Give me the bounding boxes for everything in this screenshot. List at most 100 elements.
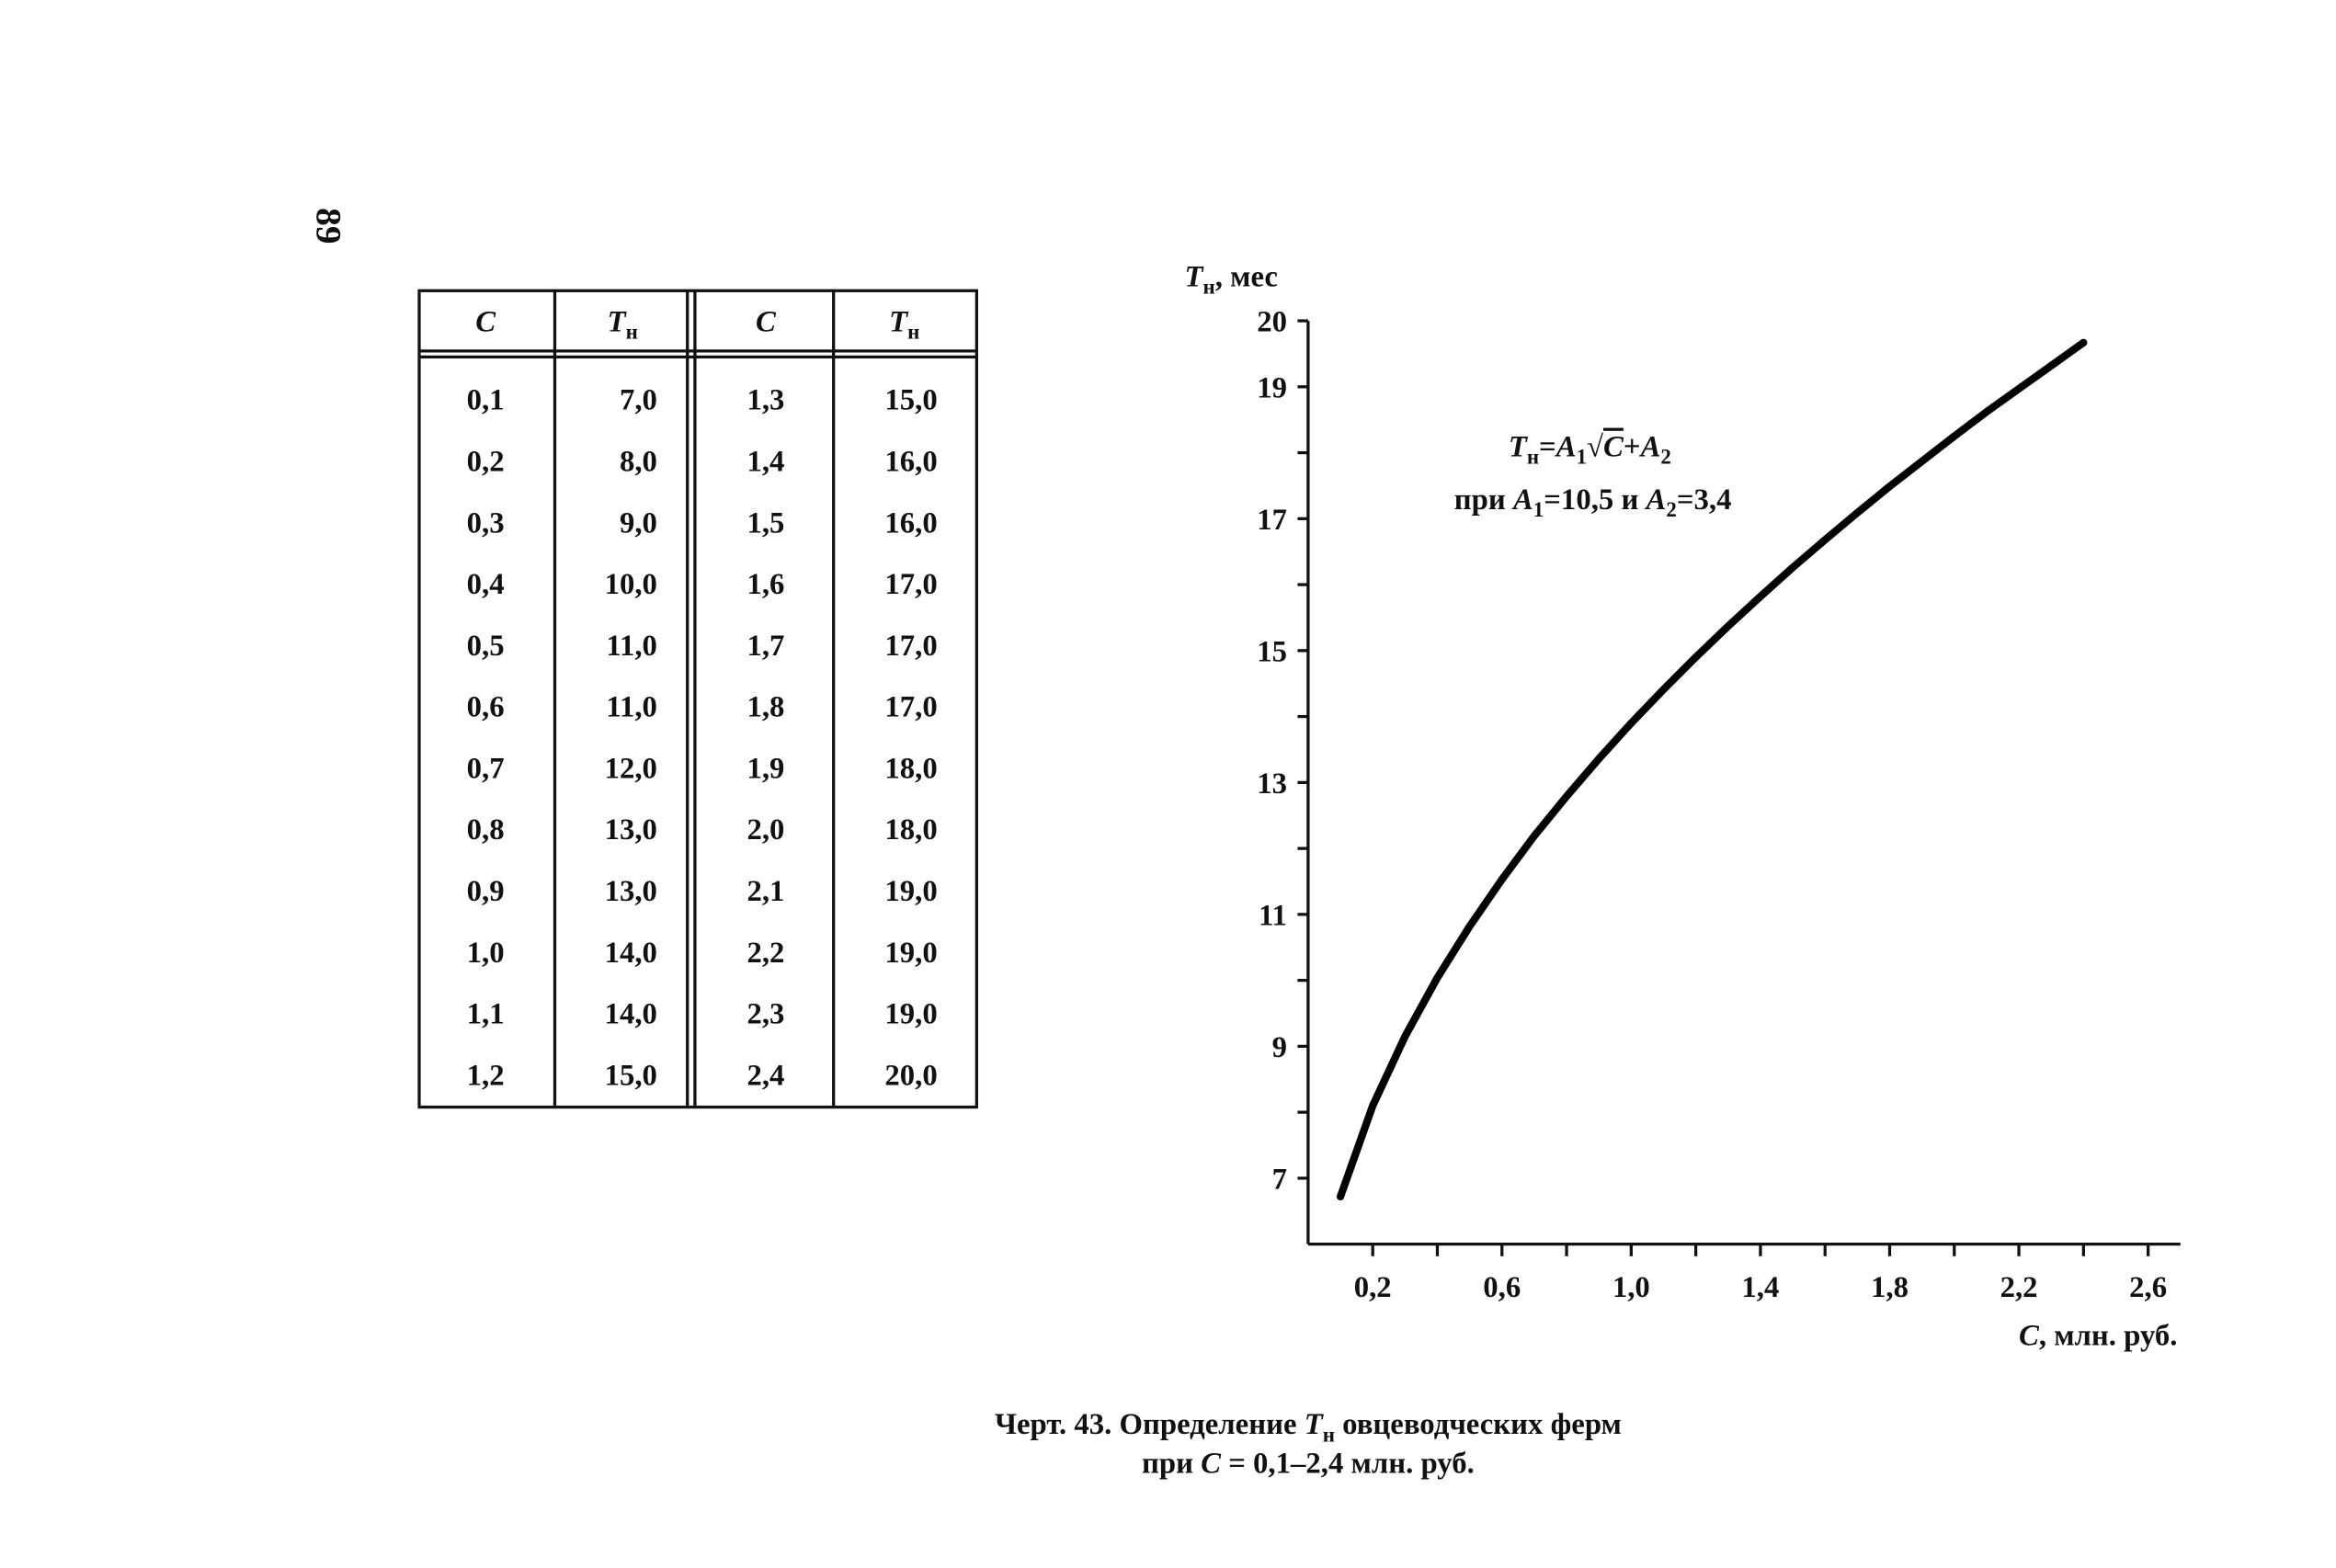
table-cell: 2,1	[746, 875, 784, 908]
formula-note: при A1=10,5 и A2=3,4	[1454, 483, 1732, 521]
table-cell: 1,7	[746, 630, 784, 663]
text-segment: A	[1645, 483, 1667, 517]
x-tick-label: 1,0	[1612, 1271, 1650, 1304]
text-segment: C	[756, 306, 777, 339]
text-segment: =	[1539, 431, 1556, 464]
table-cell: 19,0	[884, 937, 937, 970]
table-cell: 11,0	[606, 630, 657, 663]
text-segment: T	[1509, 431, 1529, 464]
table-header-cell: Tн	[889, 306, 919, 344]
table-cell: 16,0	[884, 446, 937, 479]
text-segment: н	[1527, 446, 1539, 469]
text-segment: 2	[1666, 498, 1676, 521]
text-segment: √	[1587, 431, 1603, 464]
text-segment: T	[889, 306, 909, 339]
table-cell: 19,0	[884, 998, 937, 1031]
text-segment: =3,4	[1677, 483, 1732, 517]
table-cell: 15,0	[884, 384, 937, 417]
table-cell: 0,7	[467, 752, 505, 785]
x-tick-label: 2,2	[2000, 1271, 2038, 1304]
table-cell: 7,0	[620, 384, 657, 417]
table-cell: 1,8	[746, 691, 784, 724]
x-tick-label: 1,4	[1741, 1271, 1779, 1304]
text-segment: овцеводческих ферм	[1335, 1408, 1622, 1441]
table-cell: 1,9	[746, 752, 784, 785]
y-tick-label: 20	[1257, 306, 1287, 339]
text-segment: н	[626, 321, 638, 344]
table-cell: 17,0	[884, 630, 937, 663]
table-cell: 0,2	[467, 446, 505, 479]
table-cell: 8,0	[620, 446, 657, 479]
table-cell: 13,0	[605, 813, 657, 846]
table-cell: 0,1	[467, 384, 505, 417]
text-segment: Черт. 43. Определение	[995, 1408, 1305, 1441]
table-cell: 0,5	[467, 630, 505, 663]
table-cell: 15,0	[605, 1059, 657, 1092]
text-segment: T	[1185, 260, 1205, 293]
table-cell: 11,0	[606, 691, 657, 724]
caption: Черт. 43. Определение Tн овцеводческих ф…	[995, 1408, 1622, 1446]
text-segment: C	[2019, 1319, 2040, 1352]
text-segment: , мес	[1215, 260, 1278, 293]
text-segment: , млн. руб.	[2039, 1319, 2178, 1352]
text-segment: T	[608, 306, 628, 339]
table-cell: 2,4	[746, 1059, 784, 1092]
table-header-cell: Tн	[608, 306, 638, 344]
text-segment: при	[1142, 1448, 1201, 1481]
formula: Tн=A1√C+A2	[1509, 431, 1671, 469]
table-cell: 2,2	[746, 937, 784, 970]
table-cell: 1,6	[746, 568, 784, 601]
text-segment: 1	[1533, 498, 1544, 521]
x-tick-label: 1,8	[1871, 1271, 1909, 1304]
table-border	[417, 289, 979, 1109]
y-tick-label: 19	[1257, 371, 1287, 404]
curve	[1336, 338, 2088, 1201]
table-cell: 10,0	[605, 568, 657, 601]
table-cell: 0,9	[467, 875, 505, 908]
table-cell: 1,1	[467, 998, 505, 1031]
x-tick-label: 0,6	[1483, 1271, 1521, 1304]
text-segment: 1	[1577, 446, 1587, 469]
text-segment: A	[1511, 483, 1533, 517]
table-cell: 12,0	[605, 752, 657, 785]
table-cell: 0,8	[467, 813, 505, 846]
x-axis-label: C, млн. руб.	[2019, 1319, 2178, 1352]
table-cell: 13,0	[605, 875, 657, 908]
y-tick-label: 13	[1257, 767, 1287, 801]
y-tick-label: 7	[1272, 1163, 1287, 1196]
table-cell: 1,0	[467, 937, 505, 970]
text-segment: =10,5 и	[1544, 483, 1646, 517]
table-frame	[417, 289, 979, 1109]
caption: при C = 0,1–2,4 млн. руб.	[1142, 1448, 1475, 1481]
y-tick-label: 9	[1272, 1031, 1287, 1064]
y-axis-label: Tн, мес	[1185, 260, 1278, 298]
text-segment: C	[1201, 1448, 1222, 1481]
table-cell: 14,0	[605, 998, 657, 1031]
text-segment: при	[1454, 483, 1513, 517]
table-cell: 17,0	[884, 691, 937, 724]
table-cell: 2,3	[746, 998, 784, 1031]
table-cell: 1,3	[746, 384, 784, 417]
table-cell: 16,0	[884, 506, 937, 540]
table-cell: 1,2	[467, 1059, 505, 1092]
table-header-cell: C	[475, 306, 496, 339]
text-segment: н	[1323, 1423, 1335, 1446]
table-cell: 0,6	[467, 691, 505, 724]
table-cell: 9,0	[620, 506, 657, 540]
table-cell: 20,0	[884, 1059, 937, 1092]
y-tick-label: 15	[1257, 635, 1287, 668]
text-segment: C	[1603, 431, 1624, 464]
x-tick-label: 0,2	[1354, 1271, 1392, 1304]
table-cell: 18,0	[884, 752, 937, 785]
text-segment: = 0,1–2,4 млн. руб.	[1221, 1448, 1475, 1481]
table-header-cell: C	[756, 306, 777, 339]
page-number: 89	[309, 208, 349, 244]
text-segment: +	[1624, 431, 1641, 464]
text-segment: 2	[1660, 446, 1670, 469]
y-tick-label: 11	[1259, 899, 1287, 932]
text-segment: T	[1305, 1408, 1325, 1441]
table-cell: 1,5	[746, 506, 784, 540]
text-segment: н	[907, 321, 919, 344]
